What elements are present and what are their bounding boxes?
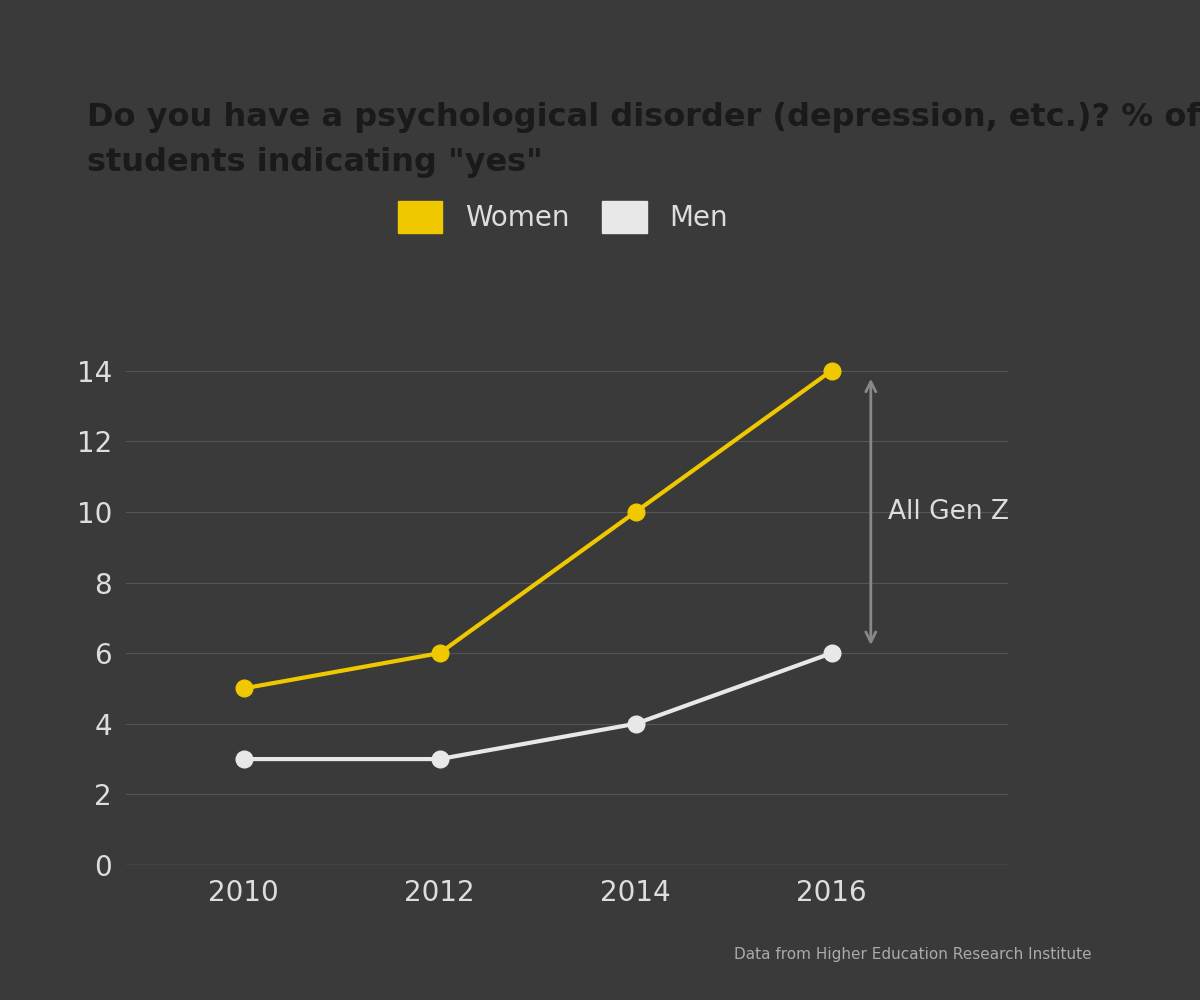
Legend: Women, Men: Women, Men: [386, 190, 739, 244]
Text: Data from Higher Education Research Institute: Data from Higher Education Research Inst…: [734, 947, 1092, 962]
Text: Do you have a psychological disorder (depression, etc.)? % of
students indicatin: Do you have a psychological disorder (de…: [86, 102, 1200, 178]
Text: All Gen Z: All Gen Z: [888, 499, 1009, 525]
